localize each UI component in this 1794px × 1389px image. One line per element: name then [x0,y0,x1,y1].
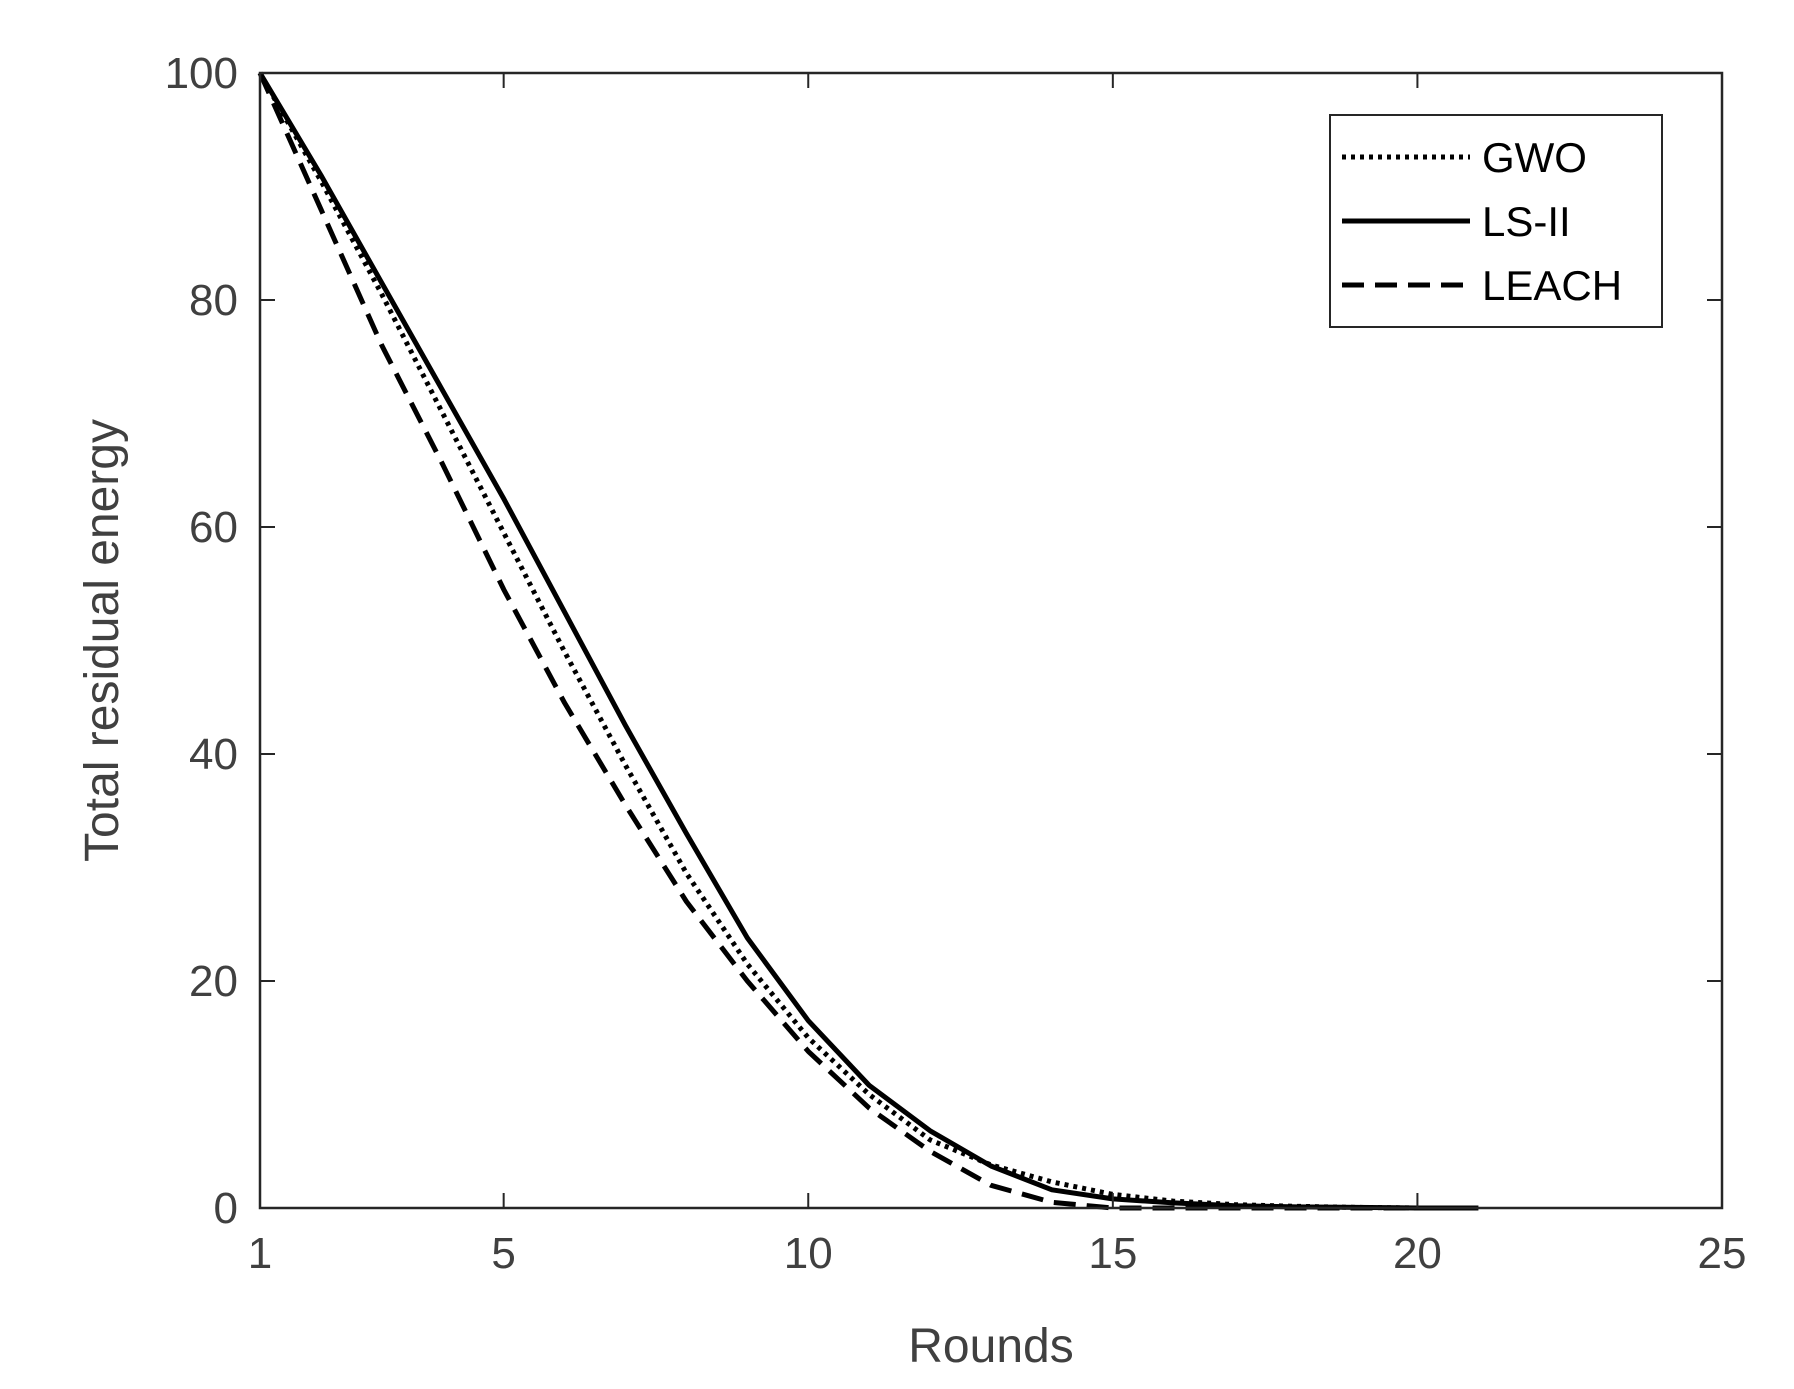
x-tick-label: 5 [491,1229,515,1278]
y-tick-label: 20 [189,957,238,1006]
legend-label: LEACH [1482,262,1622,309]
x-tick-label: 20 [1393,1229,1442,1278]
x-tick-label: 15 [1088,1229,1137,1278]
legend-label: LS-II [1482,198,1571,245]
legend: GWO LS-II LEACH [1329,114,1663,328]
axis-ticks [259,72,1723,1209]
x-tick-label: 25 [1698,1229,1747,1278]
y-tick-label: 60 [189,503,238,552]
y-tick-label: 0 [214,1184,238,1233]
x-axis-title: Rounds [908,1320,1073,1373]
series-line-ls-ii [257,71,1479,1211]
x-tick-label: 10 [784,1229,833,1278]
y-axis-title: Total residual energy [76,419,129,862]
x-tick-label: 1 [248,1229,272,1278]
legend-label: GWO [1482,134,1587,181]
plot-frame [258,71,1724,1210]
y-tick-label: 80 [189,276,238,325]
y-tick-label: 100 [165,49,238,98]
y-tick-label: 40 [189,730,238,779]
series-line-leach [257,71,1479,1211]
series-lines [257,71,1479,1211]
